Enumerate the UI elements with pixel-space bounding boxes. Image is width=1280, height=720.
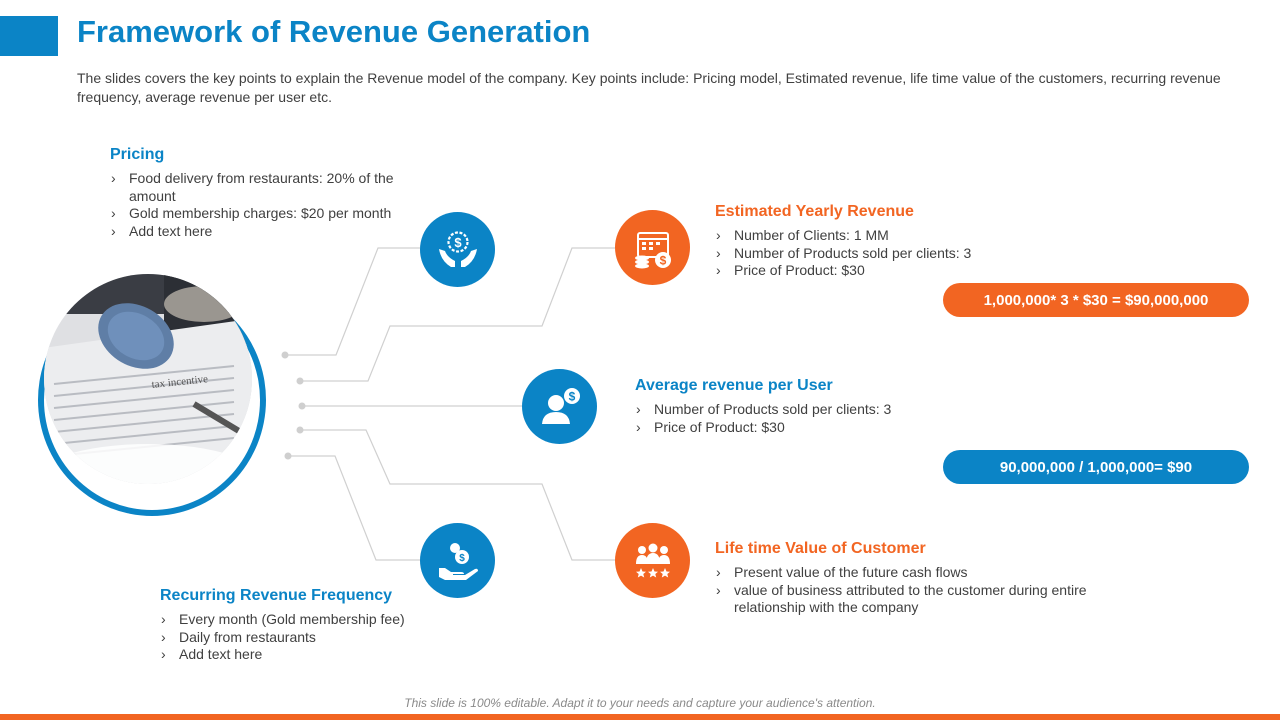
list-item: Number of Clients: 1 MM	[715, 227, 1045, 245]
hand-coins-icon: $	[420, 523, 495, 598]
customers-stars-icon	[615, 523, 690, 598]
list-item: value of business attributed to the cust…	[715, 582, 1115, 617]
recurring-title: Recurring Revenue Frequency	[160, 587, 393, 604]
arpu-formula: 90,000,000 / 1,000,000= $90	[943, 450, 1249, 484]
calendar-coins-icon: $	[615, 210, 690, 285]
list-item: Every month (Gold membership fee)	[160, 611, 480, 629]
bottom-accent-bar	[0, 714, 1280, 720]
slide-title: Framework of Revenue Generation	[77, 14, 591, 49]
svg-text:$: $	[454, 235, 462, 250]
slide-subtitle: The slides covers the key points to expl…	[77, 70, 1221, 105]
pricing-title: Pricing	[110, 146, 165, 163]
arpu-section: Average revenue per User Number of Produ…	[635, 376, 955, 436]
list-item: Gold membership charges: $20 per month	[110, 205, 420, 223]
svg-text:$: $	[568, 389, 575, 403]
arpu-list: Number of Products sold per clients: 3 P…	[635, 401, 955, 436]
estimated-revenue-title: Estimated Yearly Revenue	[715, 203, 914, 220]
ltv-title: Life time Value of Customer	[715, 540, 926, 557]
list-item: Price of Product: $30	[715, 262, 1045, 280]
pricing-section: Pricing Food delivery from restaurants: …	[110, 145, 420, 240]
recurring-section: Recurring Revenue Frequency Every month …	[160, 586, 480, 664]
recurring-list: Every month (Gold membership fee) Daily …	[160, 611, 480, 664]
title-accent-bar	[0, 16, 58, 56]
list-item: Daily from restaurants	[160, 629, 480, 647]
desk-photo: tax incentive	[44, 274, 252, 484]
estimated-revenue-section: Estimated Yearly Revenue Number of Clien…	[715, 202, 1045, 280]
svg-text:$: $	[659, 253, 666, 267]
user-dollar-icon: $	[522, 369, 597, 444]
list-item: Food delivery from restaurants: 20% of t…	[110, 170, 420, 205]
ltv-section: Life time Value of Customer Present valu…	[715, 539, 1115, 617]
estimated-revenue-list: Number of Clients: 1 MM Number of Produc…	[715, 227, 1045, 280]
estimated-revenue-formula: 1,000,000* 3 * $30 = $90,000,000	[943, 283, 1249, 317]
slide-footnote: This slide is 100% editable. Adapt it to…	[404, 696, 876, 710]
list-item: Number of Products sold per clients: 3	[635, 401, 955, 419]
svg-text:$: $	[459, 553, 465, 564]
list-item: Number of Products sold per clients: 3	[715, 245, 1045, 263]
list-item: Add text here	[110, 223, 420, 241]
arpu-title: Average revenue per User	[635, 377, 833, 394]
pricing-list: Food delivery from restaurants: 20% of t…	[110, 170, 420, 240]
ltv-list: Present value of the future cash flows v…	[715, 564, 1115, 617]
photo-caption: tax incentive	[151, 373, 209, 391]
list-item: Add text here	[160, 646, 480, 664]
hands-dollar-icon: $	[420, 212, 495, 287]
list-item: Present value of the future cash flows	[715, 564, 1115, 582]
list-item: Price of Product: $30	[635, 419, 955, 437]
